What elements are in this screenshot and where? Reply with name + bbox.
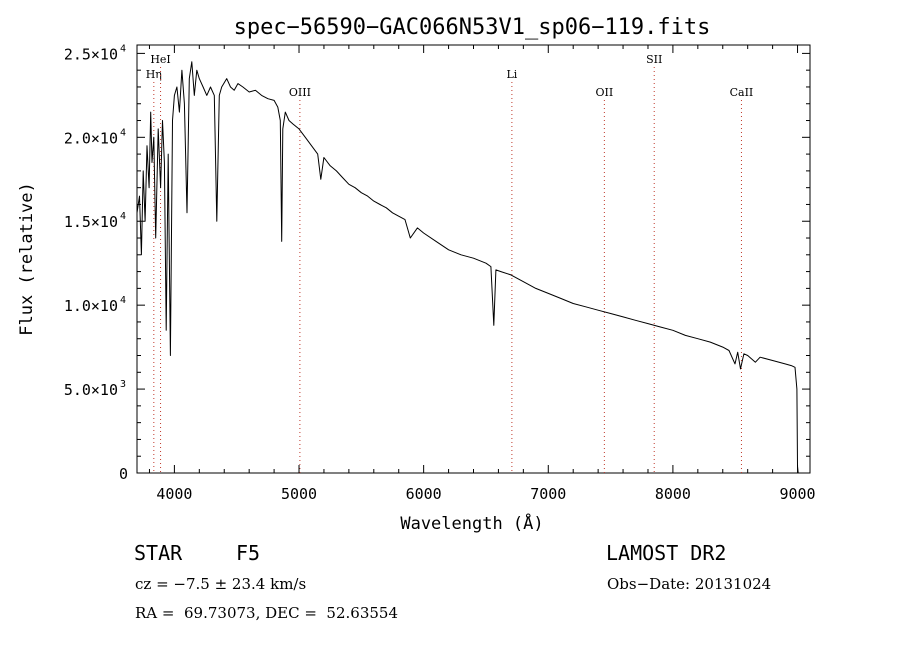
chart-title: spec−56590−GAC066N53V1_sp06−119.fits [234, 15, 711, 40]
x-tick-label: 7000 [530, 485, 566, 503]
redshift-velocity: cz = −7.5 ± 23.4 km/s [135, 575, 307, 593]
plot-frame [136, 44, 811, 474]
y-tick-label: 1.0×10 [64, 297, 118, 315]
y-tick-label: 0 [119, 465, 128, 483]
y-tick-exponent: 4 [120, 295, 126, 306]
y-tick-exponent: 4 [120, 211, 126, 222]
y-tick-exponent: 4 [120, 127, 126, 138]
line-annotations: Hη HeI OIII Li OII SII CaII [146, 53, 754, 473]
y-tick-label: 2.5×10 [64, 45, 118, 63]
annotation-label: HeI [150, 53, 170, 66]
annotation-label: CaII [730, 86, 754, 99]
annotation-label: OIII [289, 86, 311, 99]
x-axis-ticks: 4000 5000 6000 7000 8000 9000 [148, 45, 816, 503]
annotation-label: Hη [146, 68, 162, 81]
y-axis-label: Flux (relative) [17, 182, 37, 336]
observation-date: Obs−Date: 20131024 [607, 575, 772, 593]
x-axis-label: Wavelength (Å) [400, 512, 543, 534]
series-line-0 [136, 61, 799, 474]
y-tick-label: 5.0×10 [64, 381, 118, 399]
annotation-label: Li [506, 68, 517, 81]
x-tick-label: 6000 [406, 485, 442, 503]
survey-name: LAMOST DR2 [606, 541, 727, 565]
y-tick-label: 2.0×10 [64, 129, 118, 147]
y-tick-exponent: 3 [120, 379, 126, 390]
object-type: STAR [134, 541, 183, 565]
annotation-label: OII [596, 86, 614, 99]
y-tick-label: 1.5×10 [64, 213, 118, 231]
y-tick-exponent: 4 [120, 43, 126, 54]
spectrum-series [136, 61, 799, 474]
x-tick-label: 4000 [156, 485, 192, 503]
spectral-subclass: F5 [236, 541, 261, 565]
y-axis-ticks: 05.0×10 31.0×10 41.5×10 42.0×10 42.5×10 4 [64, 43, 810, 483]
annotation-label: SII [646, 53, 662, 66]
x-tick-label: 8000 [655, 485, 691, 503]
x-tick-label: 9000 [779, 485, 815, 503]
coordinates: RA = 69.73073, DEC = 52.63554 [135, 604, 399, 622]
x-tick-label: 5000 [281, 485, 317, 503]
